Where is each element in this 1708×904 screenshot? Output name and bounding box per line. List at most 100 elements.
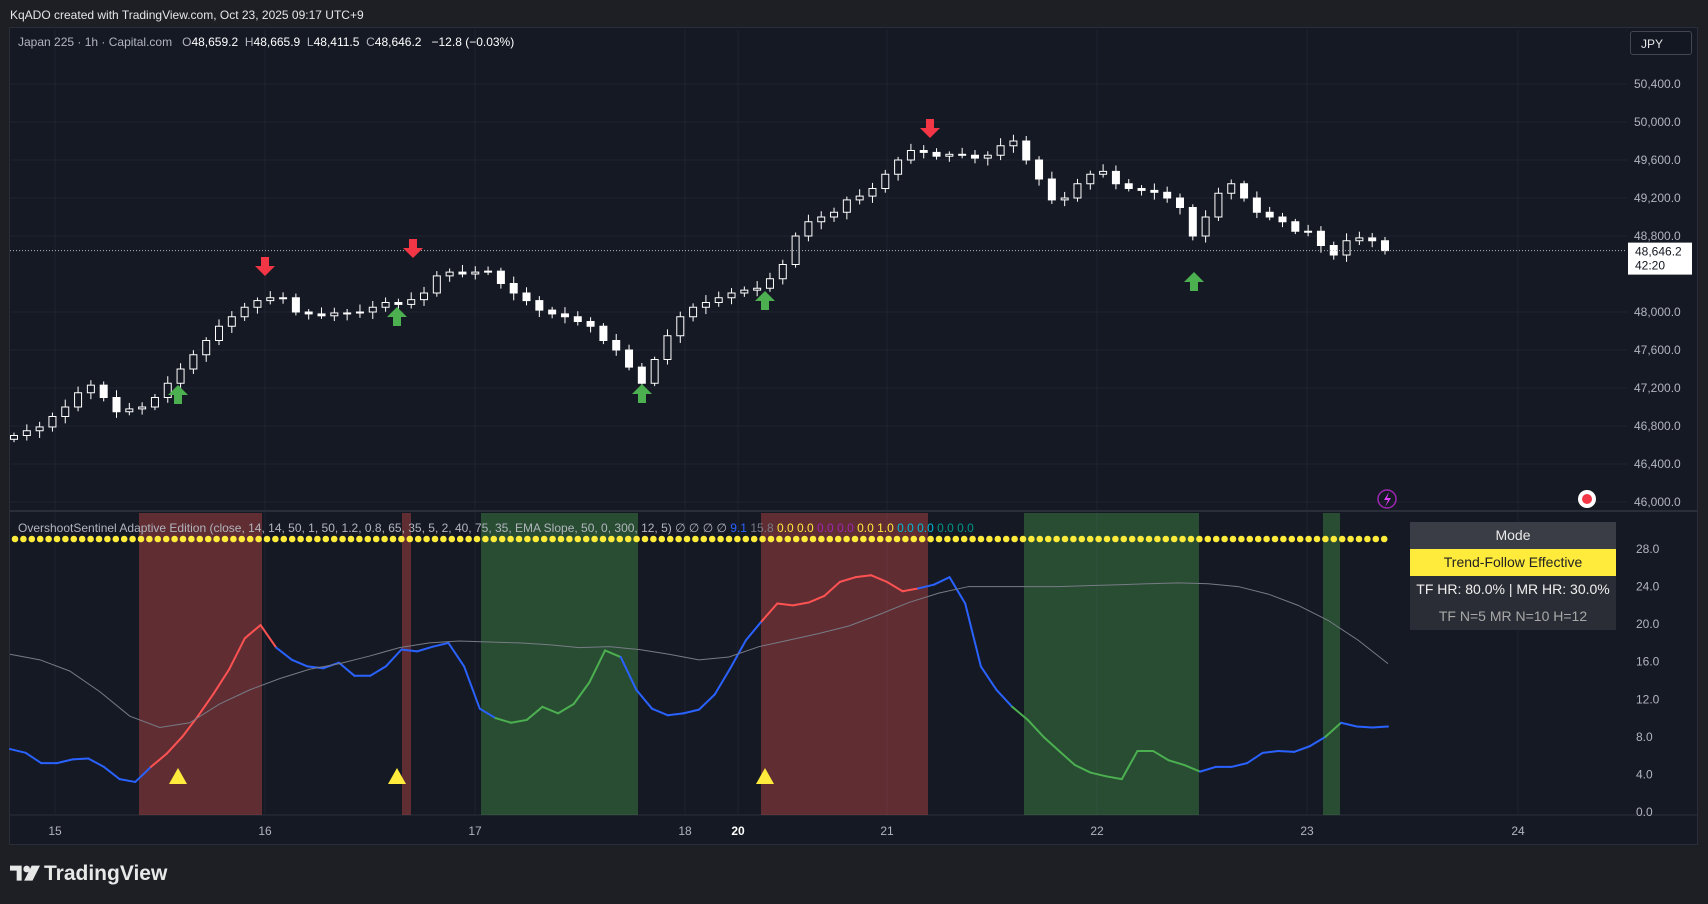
buy-arrow-icon <box>168 385 188 404</box>
buy-arrow-icon <box>755 291 775 310</box>
price-tick-label: 49,200.0 <box>1634 191 1681 205</box>
symbol-legend: Japan 225 · 1h · Capital.com O48,659.2 H… <box>18 35 514 49</box>
warning-dot <box>885 535 892 543</box>
warning-dot <box>356 535 363 543</box>
warning-dot <box>893 535 901 543</box>
sell-arrow-icon <box>403 239 423 258</box>
warning-dot <box>1036 535 1044 543</box>
warning-dot <box>566 535 573 543</box>
warning-dot <box>112 535 120 543</box>
warning-dot <box>1002 535 1010 543</box>
warning-dot <box>230 535 237 543</box>
warning-dot <box>1187 535 1195 543</box>
warning-dot <box>792 535 800 543</box>
warning-dot <box>179 535 187 543</box>
adaptive-line-segment <box>9 748 27 754</box>
null-value: ∅ <box>699 521 714 535</box>
adaptive-line-segment <box>995 688 1014 708</box>
adaptive-line-segment <box>1277 749 1296 753</box>
adaptive-line-segment <box>807 594 826 604</box>
warning-dot <box>1044 535 1052 543</box>
indicator-tick-label: 16.0 <box>1636 655 1660 669</box>
candle-body <box>1035 159 1044 180</box>
candle-body <box>138 406 147 410</box>
warning-dot <box>591 535 598 543</box>
warning-dot <box>330 535 338 543</box>
adaptive-line-segment <box>1152 749 1170 762</box>
hit-rates: TF HR: 80.0% | MR HR: 30.0% <box>1410 576 1616 603</box>
candle-body <box>983 154 992 159</box>
adaptive-line-segment <box>1261 749 1280 754</box>
warning-dot <box>204 535 212 543</box>
adaptive-line-segment <box>118 778 137 783</box>
warning-dot <box>1254 535 1262 543</box>
candle-body <box>1047 178 1056 201</box>
adaptive-line-segment <box>557 702 575 715</box>
warning-dot <box>381 535 388 543</box>
candle-body <box>125 408 134 413</box>
adaptive-line-segment <box>1105 775 1123 781</box>
warning-dot <box>448 535 456 543</box>
chart-frame[interactable] <box>9 27 1698 845</box>
candle-body <box>394 302 403 305</box>
warning-dot <box>994 535 1002 543</box>
candle-body <box>1137 188 1146 191</box>
adaptive-line-segment <box>1042 735 1061 752</box>
candle-body <box>189 354 198 370</box>
warning-dot <box>809 535 817 543</box>
indicator-tick-label: 0.0 <box>1636 805 1653 819</box>
adaptive-line-segment <box>791 601 810 607</box>
candle-body <box>804 221 813 237</box>
warning-dot <box>599 535 607 543</box>
adaptive-line-segment <box>494 717 513 724</box>
warning-dot <box>62 535 69 543</box>
candle-body <box>817 216 826 223</box>
null-value: ∅ <box>675 521 686 535</box>
candle-body <box>1086 173 1095 185</box>
indicator-legend[interactable]: OvershootSentinel Adaptive Edition (clos… <box>18 521 974 535</box>
warning-dot <box>1364 535 1371 543</box>
warning-dot <box>1078 535 1086 543</box>
candle-body <box>1201 216 1210 237</box>
candle-body <box>61 406 70 417</box>
warning-dot <box>364 535 372 543</box>
warning-dot <box>1263 535 1270 543</box>
candle-body <box>855 195 864 201</box>
candle-body <box>112 397 121 413</box>
candle-body <box>1227 183 1236 194</box>
warning-dot <box>196 535 204 543</box>
adaptive-line-segment <box>964 602 982 668</box>
currency-button[interactable]: JPY <box>1630 31 1692 55</box>
adaptive-line-segment <box>447 641 466 668</box>
adaptive-line-segment <box>698 693 716 711</box>
adaptive-line-segment <box>306 665 325 670</box>
adaptive-line-segment <box>1230 762 1249 768</box>
adaptive-line-segment <box>1371 725 1389 729</box>
adaptive-line-segment <box>541 705 560 715</box>
warning-dot <box>1179 535 1186 543</box>
candle-body <box>1060 197 1069 201</box>
indicator-tick-label: 20.0 <box>1636 617 1660 631</box>
tradingview-brand[interactable]: TradingView <box>10 862 167 886</box>
candle-body <box>1073 183 1082 199</box>
adaptive-line-segment <box>87 757 105 768</box>
warning-dot <box>20 535 27 543</box>
adaptive-line-segment <box>823 580 841 597</box>
warning-dot <box>78 535 86 543</box>
warning-dot <box>1221 535 1228 543</box>
warning-dot <box>498 535 506 543</box>
warning-dot <box>641 535 649 543</box>
indicator-title: OvershootSentinel Adaptive Edition (clos… <box>18 521 672 535</box>
warning-dot <box>238 535 246 543</box>
candle-body <box>22 430 31 436</box>
indicator-values: 9.1 15.8 0.0 0.0 0.0 0.0 0.0 1.0 0.0 0.0… <box>730 521 974 535</box>
warning-dot <box>146 535 153 543</box>
candle-body <box>932 151 941 157</box>
regime-bands <box>139 513 1340 815</box>
adaptive-line-segment <box>478 707 497 720</box>
price-tick-label: 46,400.0 <box>1634 457 1681 471</box>
adaptive-line-segment <box>275 646 293 661</box>
warning-dot <box>1112 535 1119 543</box>
warning-dot <box>801 535 808 543</box>
